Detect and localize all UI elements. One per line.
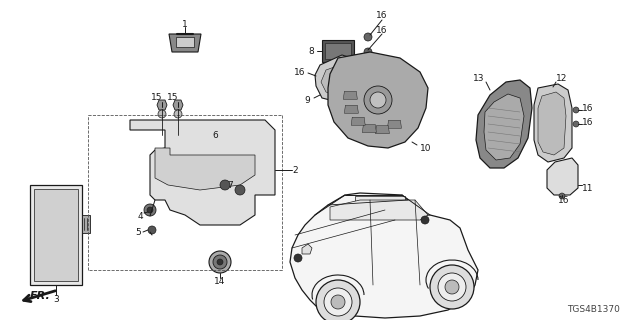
Text: 10: 10 [420, 143, 431, 153]
Polygon shape [547, 158, 578, 195]
Text: 16: 16 [582, 103, 593, 113]
Bar [325, 43, 351, 59]
Text: 16: 16 [582, 117, 593, 126]
Text: FR.: FR. [29, 291, 51, 301]
Circle shape [445, 280, 459, 294]
Text: 1: 1 [182, 20, 188, 28]
Circle shape [421, 216, 429, 224]
Text: 15: 15 [167, 92, 179, 101]
Text: 16: 16 [558, 196, 570, 204]
Polygon shape [330, 200, 428, 220]
Polygon shape [169, 34, 201, 52]
Polygon shape [362, 124, 376, 132]
Circle shape [235, 185, 245, 195]
Text: TGS4B1370: TGS4B1370 [567, 305, 620, 314]
Circle shape [158, 110, 166, 118]
Bar [176, 37, 194, 47]
Polygon shape [344, 105, 358, 113]
Text: 16: 16 [376, 11, 388, 20]
Circle shape [148, 226, 156, 234]
Polygon shape [538, 92, 566, 155]
Polygon shape [484, 94, 524, 160]
Circle shape [364, 86, 392, 114]
Circle shape [294, 254, 302, 262]
Text: 6: 6 [212, 131, 218, 140]
Polygon shape [328, 52, 428, 148]
Circle shape [370, 92, 386, 108]
Polygon shape [155, 148, 255, 190]
Bar [30, 185, 82, 285]
Bar [322, 40, 354, 62]
Circle shape [144, 204, 156, 216]
Circle shape [324, 288, 352, 316]
Text: 13: 13 [472, 74, 484, 83]
Polygon shape [343, 91, 357, 99]
Text: 8: 8 [308, 46, 314, 55]
Circle shape [209, 251, 231, 273]
Circle shape [331, 295, 345, 309]
Polygon shape [315, 55, 365, 102]
Circle shape [573, 121, 579, 127]
Text: 16: 16 [294, 68, 305, 76]
Polygon shape [302, 244, 312, 254]
Text: 3: 3 [53, 294, 59, 303]
Circle shape [217, 259, 223, 265]
Text: 14: 14 [214, 276, 226, 285]
Text: 15: 15 [151, 92, 163, 101]
Polygon shape [130, 120, 275, 225]
Bar [82, 215, 90, 233]
Circle shape [438, 273, 466, 301]
Polygon shape [173, 100, 183, 110]
Bar [34, 189, 78, 281]
Polygon shape [157, 100, 167, 110]
Text: 9: 9 [304, 95, 310, 105]
Circle shape [364, 48, 372, 56]
Text: 7: 7 [227, 180, 233, 189]
Circle shape [213, 255, 227, 269]
Circle shape [573, 107, 579, 113]
Circle shape [220, 180, 230, 190]
Polygon shape [387, 120, 401, 128]
Circle shape [559, 193, 565, 199]
Text: 2: 2 [292, 165, 298, 174]
Bar [355, 196, 405, 214]
Text: 5: 5 [135, 228, 141, 236]
Polygon shape [321, 65, 355, 96]
Text: 16: 16 [376, 26, 388, 35]
Polygon shape [351, 117, 365, 125]
Polygon shape [376, 126, 389, 134]
Circle shape [430, 265, 474, 309]
Circle shape [174, 110, 182, 118]
Text: 11: 11 [582, 183, 593, 193]
Circle shape [147, 207, 153, 213]
Text: 4: 4 [137, 212, 143, 220]
Circle shape [316, 280, 360, 320]
Polygon shape [534, 84, 572, 162]
Polygon shape [476, 80, 532, 168]
Circle shape [364, 33, 372, 41]
Polygon shape [290, 193, 478, 318]
Text: 12: 12 [556, 74, 568, 83]
